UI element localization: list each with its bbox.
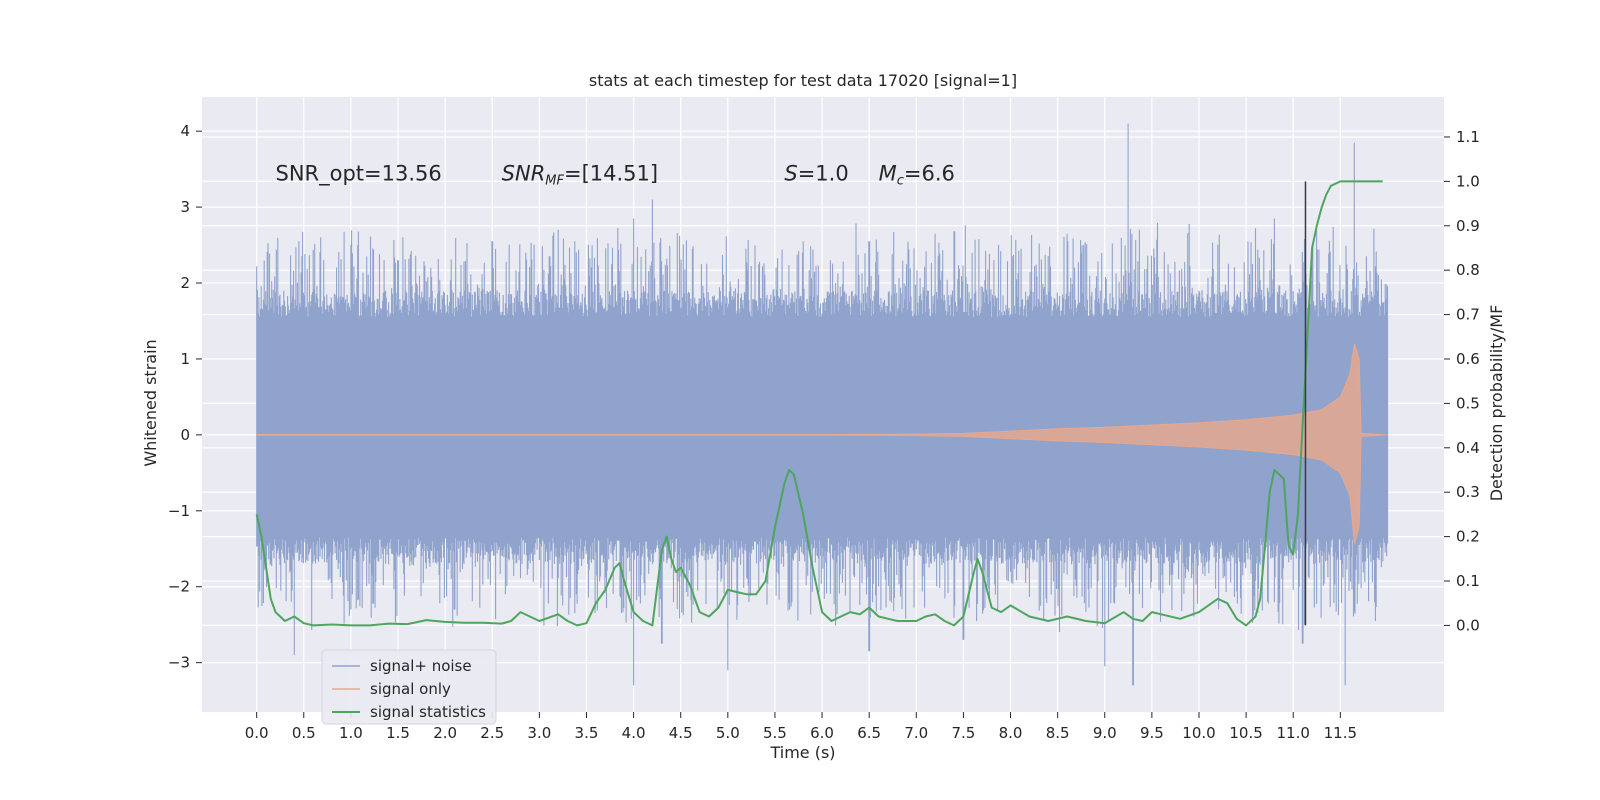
y-tick-label: 0	[180, 426, 190, 444]
x-tick-label: 9.5	[1140, 724, 1164, 742]
y-tick-label: 3	[180, 198, 190, 216]
y-tick-label: −2	[168, 578, 190, 596]
y-tick-label: 2	[180, 274, 190, 292]
signal-statistics-line	[255, 180, 1383, 627]
x-tick-label: 4.5	[669, 724, 693, 742]
annotation-0: SNR_opt=13.56	[276, 162, 442, 187]
x-tick-label: 11.5	[1324, 724, 1357, 742]
x-tick-label: 0.0	[245, 724, 269, 742]
x-tick-label: 6.5	[857, 724, 881, 742]
x-tick-label: 1.0	[339, 724, 363, 742]
x-tick-label: 10.5	[1229, 724, 1262, 742]
x-tick-label: 7.0	[904, 724, 928, 742]
legend-entry: signal statistics	[370, 703, 486, 721]
legend: signal+ noise signal only signal statistic…	[321, 649, 497, 725]
signal-statistics-series	[255, 180, 1383, 627]
x-axis-label: Time (s)	[769, 743, 835, 762]
y-right-tick-label: 0.8	[1456, 261, 1480, 279]
legend-entry: signal only	[370, 680, 451, 698]
y-right-tick-label: 1.1	[1456, 128, 1480, 146]
y-right-tick-label: 0.1	[1456, 572, 1480, 590]
annotation-1: SNRMF=[14.51]	[502, 162, 658, 189]
y-right-axis-ticks: 0.0 0.1 0.2 0.3 0.4 0.5 0.6 0.7 0.8 0.9 1.0 1.1	[1444, 128, 1480, 634]
y-right-tick-label: 0.9	[1456, 217, 1480, 235]
x-tick-label: 0.5	[292, 724, 316, 742]
y-right-tick-label: 0.4	[1456, 439, 1480, 457]
y-right-tick-label: 0.5	[1456, 394, 1480, 412]
x-tick-label: 3.5	[575, 724, 599, 742]
annotations: SNR_opt=13.56 SNRMF=[14.51] S=1.0 Mc=6.6	[276, 162, 955, 189]
annotation-3: Mc=6.6	[879, 162, 955, 189]
y-right-tick-label: 0.3	[1456, 483, 1480, 501]
y-tick-label: −3	[168, 654, 190, 672]
y-tick-label: −1	[168, 502, 190, 520]
y-axis-ticks: −3 −2 −1 0 1 2 3 4	[168, 122, 202, 672]
x-tick-label: 6.0	[810, 724, 834, 742]
x-tick-label: 10.0	[1182, 724, 1215, 742]
y-tick-label: 1	[180, 350, 190, 368]
y-right-tick-label: 1.0	[1456, 172, 1480, 190]
signal-only-series	[256, 343, 1388, 545]
legend-entry: signal+ noise	[370, 657, 472, 675]
x-tick-label: 8.0	[999, 724, 1023, 742]
chart-title: stats at each timestep for test data 170…	[589, 71, 1017, 90]
y-right-tick-label: 0.2	[1456, 528, 1480, 546]
x-axis-ticks: 0.0 0.5 1.0 1.5 2.0 2.5 3.0 3.5 4.0 4.5 5.0 5.5 6.0 6…	[245, 712, 1357, 742]
y-right-tick-label: 0.6	[1456, 350, 1480, 368]
x-tick-label: 5.0	[716, 724, 740, 742]
y-right-tick-label: 0.0	[1456, 616, 1480, 634]
x-tick-label: 3.0	[527, 724, 551, 742]
x-tick-label: 7.5	[951, 724, 975, 742]
y-right-axis-label: Detection probability/MF	[1487, 305, 1506, 502]
x-tick-label: 8.5	[1046, 724, 1070, 742]
x-tick-label: 4.0	[622, 724, 646, 742]
y-right-tick-label: 0.7	[1456, 306, 1480, 324]
x-tick-label: 2.5	[480, 724, 504, 742]
y-axis-label: Whitened strain	[141, 339, 160, 466]
x-tick-label: 1.5	[386, 724, 410, 742]
annotation-2: S=1.0	[784, 162, 848, 186]
x-tick-label: 9.0	[1093, 724, 1117, 742]
y-tick-label: 4	[180, 122, 190, 140]
legend-box	[321, 649, 497, 725]
signal-only-envelope	[256, 343, 1388, 545]
x-tick-label: 2.0	[433, 724, 457, 742]
x-tick-label: 5.5	[763, 724, 787, 742]
x-tick-label: 11.0	[1277, 724, 1310, 742]
